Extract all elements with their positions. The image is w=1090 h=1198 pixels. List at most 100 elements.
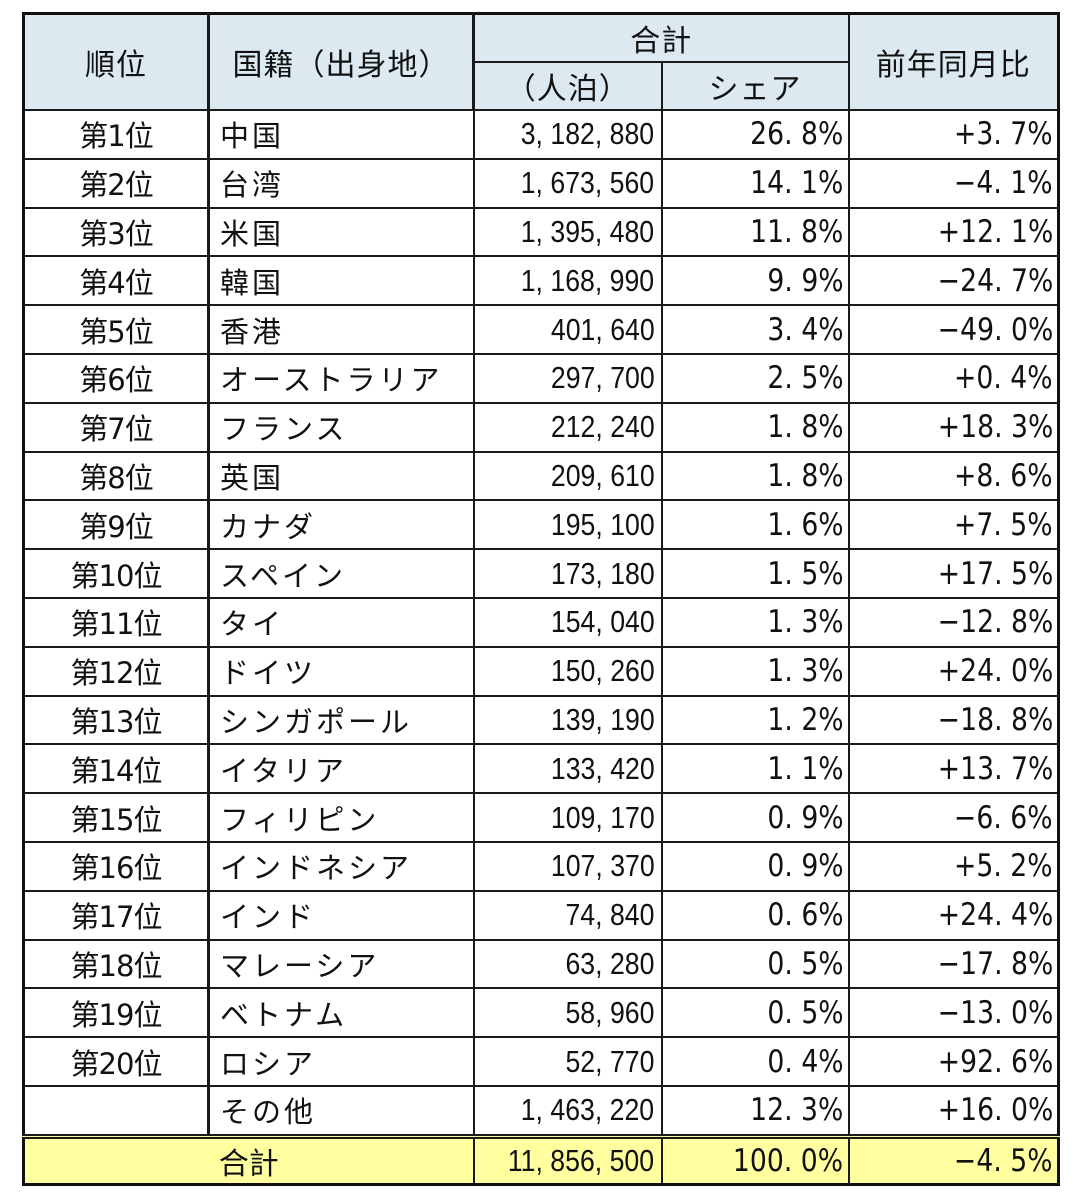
guest-nights-by-nationality-table: 順位 国籍（出身地） 合計 前年同月比 （人泊） シェア 第1位 中国 3, 1… (22, 12, 1060, 1186)
share-cell: 0. 5% (660, 987, 850, 1039)
yoy-value: −4. 1% (954, 165, 1053, 202)
guest-nights-cell: 3, 182, 880 (472, 109, 663, 160)
yoy-cell: +5. 2% (847, 840, 1060, 892)
nationality-cell: カナダ (207, 499, 475, 551)
guest-nights-cell: 109, 170 (472, 792, 663, 843)
yoy-value: +5. 2% (954, 848, 1053, 885)
rank-cell: 第1位 (22, 109, 210, 160)
share-value: 0. 9% (767, 799, 844, 836)
guest-nights-cell: 150, 260 (472, 645, 663, 697)
header-yoy: 前年同月比 (847, 12, 1060, 111)
rank-cell: 第11位 (22, 596, 210, 648)
guest-nights-value: 195, 100 (550, 506, 655, 542)
guest-nights-cell: 401, 640 (472, 304, 663, 355)
yoy-value: +13. 7% (937, 750, 1053, 787)
nationality-cell: 韓国 (207, 255, 475, 307)
guest-nights-value: 63, 280 (565, 945, 655, 981)
table-row: 第3位 米国 1, 395, 480 11. 8% +12. 1% (22, 206, 1060, 258)
guest-nights-cell: 1, 463, 220 (472, 1084, 663, 1139)
share-cell: 1. 3% (660, 596, 850, 648)
table-row: 第7位 フランス 212, 240 1. 8% +18. 3% (22, 401, 1060, 453)
yoy-value: −18. 8% (937, 701, 1053, 738)
guest-nights-value: 1, 395, 480 (521, 213, 655, 249)
share-cell: 1. 8% (660, 450, 850, 502)
share-value: 11. 8% (750, 213, 844, 250)
nationality-cell: その他 (207, 1084, 475, 1139)
rank-cell: 第8位 (22, 450, 210, 502)
share-cell: 9. 9% (660, 255, 850, 307)
yoy-cell: −6. 6% (847, 792, 1060, 843)
guest-nights-value: 154, 040 (550, 604, 655, 640)
guest-nights-cell: 58, 960 (472, 987, 663, 1039)
share-value: 1. 3% (767, 604, 844, 641)
nationality-cell: 中国 (207, 109, 475, 160)
yoy-value: −12. 8% (937, 604, 1053, 641)
guest-nights-cell: 1, 395, 480 (472, 206, 663, 258)
table-row: 第10位 スペイン 173, 180 1. 5% +17. 5% (22, 548, 1060, 599)
table-header: 順位 国籍（出身地） 合計 前年同月比 （人泊） シェア (22, 12, 1060, 111)
share-cell: 26. 8% (660, 109, 850, 160)
table-row: 第20位 ロシア 52, 770 0. 4% +92. 6% (22, 1036, 1060, 1087)
share-value: 2. 5% (767, 360, 844, 397)
share-value: 1. 6% (767, 506, 844, 543)
guest-nights-value: 139, 190 (550, 701, 655, 737)
total-guest-nights-value: 11, 856, 500 (508, 1142, 655, 1178)
nationality-cell: ドイツ (207, 645, 475, 697)
yoy-cell: +16. 0% (847, 1084, 1060, 1139)
rank-cell: 第18位 (22, 938, 210, 990)
share-cell: 0. 4% (660, 1036, 850, 1087)
share-cell: 0. 6% (660, 889, 850, 941)
guest-nights-value: 3, 182, 880 (521, 116, 655, 152)
nationality-cell: タイ (207, 596, 475, 648)
rank-cell: 第15位 (22, 792, 210, 843)
rank-cell: 第5位 (22, 304, 210, 355)
share-value: 1. 8% (767, 457, 844, 494)
nationality-cell: マレーシア (207, 938, 475, 990)
yoy-cell: −13. 0% (847, 987, 1060, 1039)
share-value: 14. 1% (750, 165, 844, 202)
table-row: 第15位 フィリピン 109, 170 0. 9% −6. 6% (22, 792, 1060, 843)
yoy-cell: −4. 1% (847, 157, 1060, 209)
yoy-cell: −24. 7% (847, 255, 1060, 307)
share-value: 0. 4% (767, 1043, 844, 1080)
guest-nights-value: 297, 700 (550, 360, 655, 396)
share-cell: 12. 3% (660, 1084, 850, 1139)
nationality-cell: ロシア (207, 1036, 475, 1087)
guest-nights-value: 173, 180 (550, 555, 655, 591)
nationality-cell: スペイン (207, 548, 475, 599)
table-row: 第1位 中国 3, 182, 880 26. 8% +3. 7% (22, 109, 1060, 160)
yoy-cell: −12. 8% (847, 596, 1060, 648)
nationality-cell: 英国 (207, 450, 475, 502)
share-value: 0. 5% (767, 994, 844, 1031)
share-cell: 3. 4% (660, 304, 850, 355)
share-value: 9. 9% (767, 262, 844, 299)
guest-nights-cell: 173, 180 (472, 548, 663, 599)
yoy-cell: −17. 8% (847, 938, 1060, 990)
table-row: 第5位 香港 401, 640 3. 4% −49. 0% (22, 304, 1060, 355)
header-rank: 順位 (22, 12, 210, 111)
nationality-cell: インドネシア (207, 840, 475, 892)
share-cell: 0. 9% (660, 840, 850, 892)
share-cell: 1. 2% (660, 694, 850, 746)
share-cell: 1. 6% (660, 499, 850, 551)
guest-nights-cell: 154, 040 (472, 596, 663, 648)
yoy-value: −24. 7% (937, 262, 1053, 299)
share-value: 1. 1% (767, 750, 844, 787)
yoy-cell: +18. 3% (847, 401, 1060, 453)
table-row: 第19位 ベトナム 58, 960 0. 5% −13. 0% (22, 987, 1060, 1039)
yoy-value: +24. 4% (937, 897, 1053, 934)
rank-cell (22, 1084, 210, 1139)
share-cell: 14. 1% (660, 157, 850, 209)
share-value: 3. 4% (767, 311, 844, 348)
total-row: 合計 11, 856, 500 100. 0% −4. 5% (22, 1135, 1060, 1186)
guest-nights-cell: 107, 370 (472, 840, 663, 892)
header-guest-nights: （人泊） (472, 61, 663, 111)
rank-cell: 第13位 (22, 694, 210, 746)
total-share-cell: 100. 0% (660, 1135, 850, 1186)
table-row: 第16位 インドネシア 107, 370 0. 9% +5. 2% (22, 840, 1060, 892)
rank-cell: 第4位 (22, 255, 210, 307)
rank-cell: 第10位 (22, 548, 210, 599)
total-label: 合計 (22, 1135, 475, 1186)
rank-cell: 第20位 (22, 1036, 210, 1087)
guest-nights-cell: 1, 168, 990 (472, 255, 663, 307)
